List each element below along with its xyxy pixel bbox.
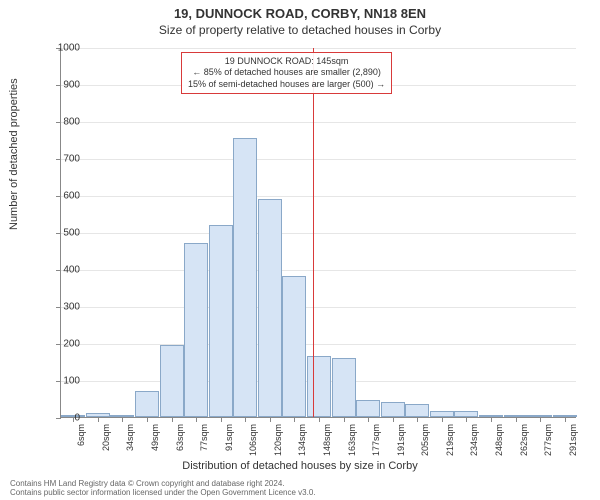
xtick-mark: [221, 417, 222, 422]
xtick-label: 248sqm: [494, 424, 504, 456]
xtick-label: 49sqm: [150, 424, 160, 451]
gridline: [61, 196, 576, 197]
histogram-bar: [307, 356, 331, 417]
xtick-label: 6sqm: [76, 424, 86, 446]
xtick-mark: [393, 417, 394, 422]
gridline: [61, 233, 576, 234]
xtick-label: 205sqm: [420, 424, 430, 456]
callout-line1: 19 DUNNOCK ROAD: 145sqm: [188, 56, 385, 67]
histogram-bar: [332, 358, 356, 417]
ytick-label: 400: [40, 265, 80, 276]
gridline: [61, 48, 576, 49]
histogram-bar: [184, 243, 208, 417]
histogram-bar: [282, 276, 306, 417]
xtick-mark: [540, 417, 541, 422]
xtick-label: 20sqm: [101, 424, 111, 451]
y-axis-label: Number of detached properties: [8, 78, 20, 230]
xtick-mark: [344, 417, 345, 422]
xtick-mark: [172, 417, 173, 422]
xtick-label: 234sqm: [469, 424, 479, 456]
reference-line: [313, 48, 314, 417]
xtick-mark: [270, 417, 271, 422]
page-title: 19, DUNNOCK ROAD, CORBY, NN18 8EN: [0, 0, 600, 21]
ytick-label: 500: [40, 228, 80, 239]
histogram-bar: [405, 404, 429, 417]
xtick-label: 120sqm: [273, 424, 283, 456]
gridline: [61, 344, 576, 345]
x-axis-label: Distribution of detached houses by size …: [0, 460, 600, 472]
xtick-label: 291sqm: [568, 424, 578, 456]
ytick-label: 100: [40, 376, 80, 387]
histogram-bar: [209, 225, 233, 417]
ytick-label: 600: [40, 191, 80, 202]
ytick-label: 800: [40, 117, 80, 128]
xtick-label: 134sqm: [297, 424, 307, 456]
histogram-bar: [160, 345, 184, 417]
histogram-chart: 6sqm20sqm34sqm49sqm63sqm77sqm91sqm106sqm…: [60, 48, 576, 418]
xtick-mark: [319, 417, 320, 422]
xtick-mark: [466, 417, 467, 422]
histogram-bar: [356, 400, 380, 417]
xtick-label: 34sqm: [125, 424, 135, 451]
xtick-mark: [196, 417, 197, 422]
callout-line2: ← 85% of detached houses are smaller (2,…: [188, 67, 385, 78]
footer-line2: Contains public sector information licen…: [10, 489, 316, 498]
xtick-label: 262sqm: [519, 424, 529, 456]
ytick-label: 1000: [40, 43, 80, 54]
callout-line3: 15% of semi-detached houses are larger (…: [188, 79, 385, 90]
xtick-mark: [368, 417, 369, 422]
ytick-label: 0: [40, 413, 80, 424]
histogram-bar: [135, 391, 159, 417]
plot-area: 6sqm20sqm34sqm49sqm63sqm77sqm91sqm106sqm…: [60, 48, 576, 418]
xtick-mark: [516, 417, 517, 422]
ytick-label: 900: [40, 80, 80, 91]
histogram-bar: [381, 402, 405, 417]
ytick-label: 700: [40, 154, 80, 165]
xtick-label: 219sqm: [445, 424, 455, 456]
xtick-label: 106sqm: [248, 424, 258, 456]
xtick-mark: [147, 417, 148, 422]
gridline: [61, 159, 576, 160]
xtick-label: 277sqm: [543, 424, 553, 456]
xtick-label: 163sqm: [347, 424, 357, 456]
xtick-mark: [565, 417, 566, 422]
xtick-mark: [417, 417, 418, 422]
xtick-label: 191sqm: [396, 424, 406, 456]
gridline: [61, 307, 576, 308]
xtick-mark: [294, 417, 295, 422]
ytick-label: 300: [40, 302, 80, 313]
xtick-label: 177sqm: [371, 424, 381, 456]
ytick-label: 200: [40, 339, 80, 350]
xtick-label: 63sqm: [175, 424, 185, 451]
gridline: [61, 122, 576, 123]
reference-callout: 19 DUNNOCK ROAD: 145sqm← 85% of detached…: [181, 52, 392, 94]
histogram-bar: [233, 138, 257, 417]
xtick-label: 148sqm: [322, 424, 332, 456]
xtick-label: 77sqm: [199, 424, 209, 451]
xtick-mark: [491, 417, 492, 422]
xtick-label: 91sqm: [224, 424, 234, 451]
page-subtitle: Size of property relative to detached ho…: [0, 21, 600, 37]
xtick-mark: [245, 417, 246, 422]
footer-attribution: Contains HM Land Registry data © Crown c…: [10, 480, 316, 498]
histogram-bar: [258, 199, 282, 417]
xtick-mark: [98, 417, 99, 422]
xtick-mark: [442, 417, 443, 422]
xtick-mark: [122, 417, 123, 422]
gridline: [61, 270, 576, 271]
